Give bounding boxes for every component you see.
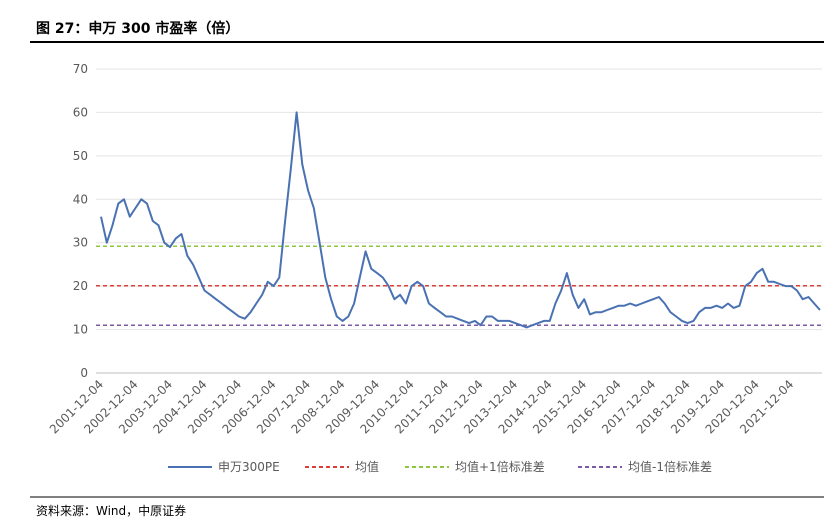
y-tick-label: 50 [73, 149, 88, 163]
y-tick-label: 30 [73, 236, 88, 250]
y-tick-label: 10 [73, 323, 88, 337]
y-tick-label: 40 [73, 192, 88, 206]
source: 资料来源：Wind，中原证券 [36, 503, 186, 518]
y-tick-label: 20 [73, 279, 88, 293]
legend-label: 均值-1倍标准差 [628, 459, 712, 474]
legend-label: 申万300PE [218, 460, 280, 474]
series-line [100, 111, 821, 329]
y-tick-label: 60 [73, 105, 88, 119]
legend-label: 均值 [355, 459, 379, 474]
chart-title: 图 27：申万 300 市盈率（倍） [36, 20, 239, 37]
y-tick-label: 70 [73, 62, 88, 76]
legend-label: 均值+1倍标准差 [455, 459, 545, 474]
y-tick-label: 0 [80, 366, 88, 380]
